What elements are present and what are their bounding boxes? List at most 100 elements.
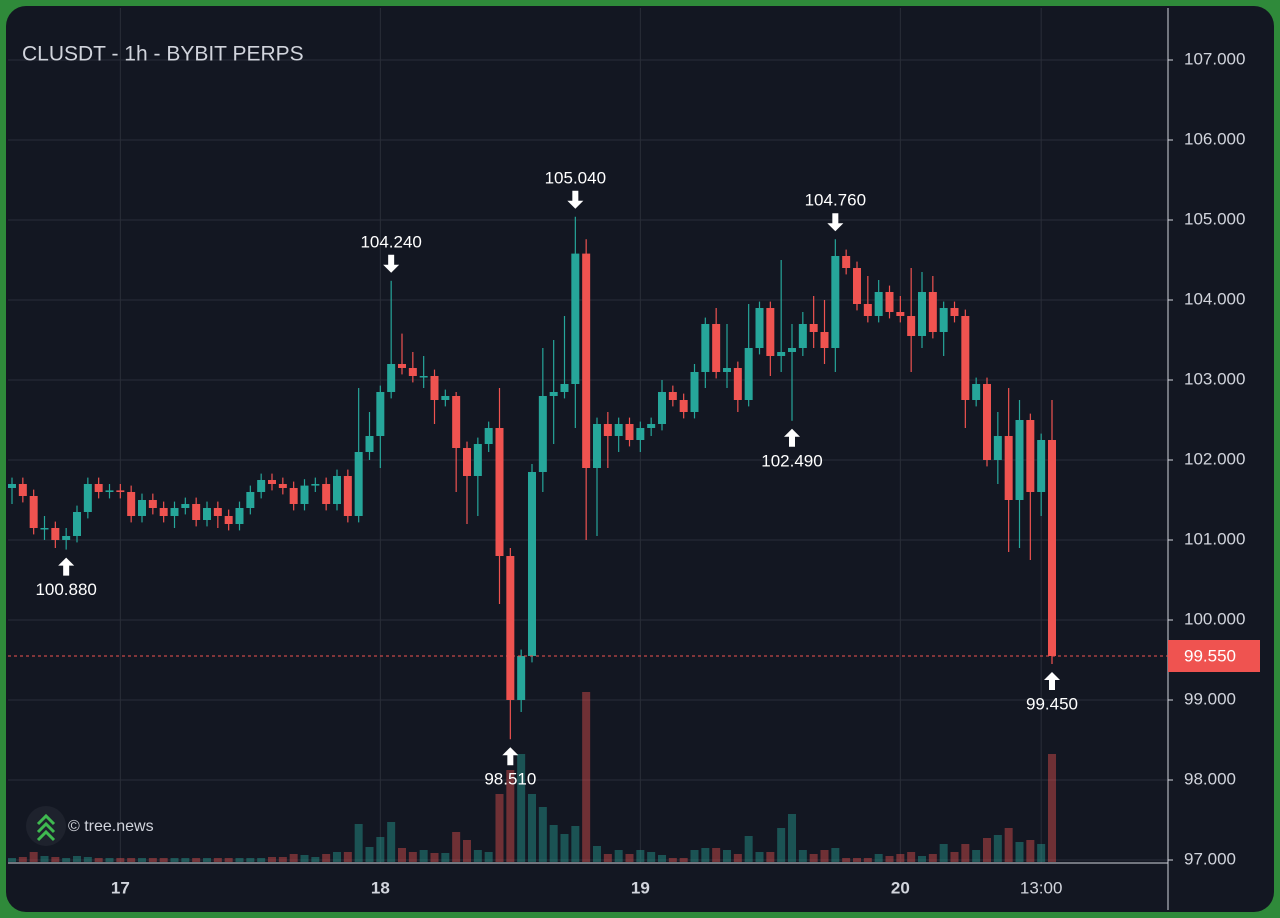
volume-bar (463, 840, 471, 862)
volume-bar (94, 858, 103, 862)
candle-body (159, 508, 168, 516)
volume-bar (733, 854, 742, 862)
volume-bar (582, 692, 591, 862)
candle-body (484, 428, 493, 444)
candle-body (40, 528, 49, 530)
volume-bar (506, 770, 515, 862)
volume-bar (170, 858, 179, 862)
x-tick-label: 18 (371, 878, 390, 897)
candle-body (148, 500, 157, 508)
candle-body (907, 316, 916, 336)
volume-bar (268, 857, 276, 862)
annotation-label: 98.510 (484, 770, 536, 789)
volume-bar (809, 854, 818, 862)
volume-bar (788, 814, 796, 862)
volume-bar (723, 850, 731, 862)
candle-body (430, 376, 439, 400)
volume-bar (224, 858, 233, 862)
candle-body (777, 352, 786, 356)
candle-body (993, 436, 1002, 460)
y-tick-label: 97.000 (1184, 849, 1236, 868)
volume-bar (333, 852, 341, 862)
annotation-arrow (567, 190, 584, 209)
volume-bar (83, 857, 92, 862)
annotation-label: 104.240 (360, 232, 421, 251)
volume-bar (311, 857, 320, 862)
candle-body (831, 256, 840, 348)
volume-bar (257, 858, 266, 862)
volume-bar (766, 852, 775, 862)
volume-bar (1026, 840, 1035, 862)
volume-bar (744, 836, 753, 862)
volume-bar (213, 858, 222, 862)
candle-body (441, 396, 450, 400)
candle-body (593, 424, 601, 468)
volume-layer (8, 692, 1056, 862)
candle-body (29, 496, 38, 528)
volume-bar (354, 824, 363, 862)
candle-body (658, 392, 666, 424)
volume-bar (701, 848, 710, 862)
x-tick-label: 19 (631, 878, 650, 897)
x-tick-label: 13:00 (1020, 878, 1063, 897)
candle-body (127, 492, 136, 516)
candle-body (744, 348, 753, 400)
candle-body (311, 484, 320, 486)
volume-bar (148, 858, 157, 862)
last-price-label: 99.550 (1184, 646, 1236, 665)
candle-body (473, 444, 482, 476)
candle-body (528, 472, 536, 656)
volume-bar (116, 858, 125, 862)
candle-body (192, 504, 201, 520)
candle-body (961, 316, 970, 400)
volume-bar (538, 807, 547, 862)
candle-body (246, 492, 255, 508)
y-tick-label: 107.000 (1184, 49, 1245, 68)
volume-bar (636, 850, 645, 862)
candle-body (582, 253, 591, 468)
candle-body (62, 536, 71, 540)
volume-bar (712, 848, 721, 862)
candle-body (1048, 440, 1056, 656)
volume-bar (658, 855, 666, 862)
y-tick-label: 99.000 (1184, 689, 1236, 708)
volume-bar (831, 848, 840, 862)
volume-bar (473, 850, 482, 862)
candle-body (300, 485, 309, 504)
volume-bar (918, 856, 926, 862)
volume-bar (896, 854, 905, 862)
candle-body (170, 508, 179, 516)
y-tick-label: 101.000 (1184, 529, 1245, 548)
volume-bar (40, 856, 49, 862)
candle-body (257, 480, 266, 492)
candle-body (278, 484, 287, 488)
volume-bar (62, 858, 71, 862)
candle-layer (8, 216, 1056, 740)
volume-bar (105, 858, 114, 862)
volume-bar (452, 832, 461, 862)
y-tick-label: 105.000 (1184, 209, 1245, 228)
candle-body (83, 484, 92, 512)
annotation-arrow (1044, 672, 1060, 690)
volume-bar (560, 834, 569, 862)
candle-body (939, 308, 948, 332)
candle-body (8, 484, 16, 488)
candle-body (181, 504, 190, 508)
volume-bar (647, 852, 656, 862)
candle-body (398, 364, 406, 368)
annotation-label: 100.880 (35, 580, 96, 599)
candle-body (766, 308, 775, 356)
candle-body (51, 528, 60, 540)
volume-bar (755, 852, 764, 862)
volume-bar (430, 853, 439, 862)
candle-body (853, 268, 861, 304)
candle-body (571, 253, 580, 384)
candle-body (343, 476, 352, 516)
candle-body (603, 424, 612, 436)
candle-body (636, 428, 645, 440)
candle-body (733, 368, 742, 400)
candle-body (268, 480, 276, 484)
candle-body (614, 424, 623, 436)
candle-body (18, 484, 27, 496)
